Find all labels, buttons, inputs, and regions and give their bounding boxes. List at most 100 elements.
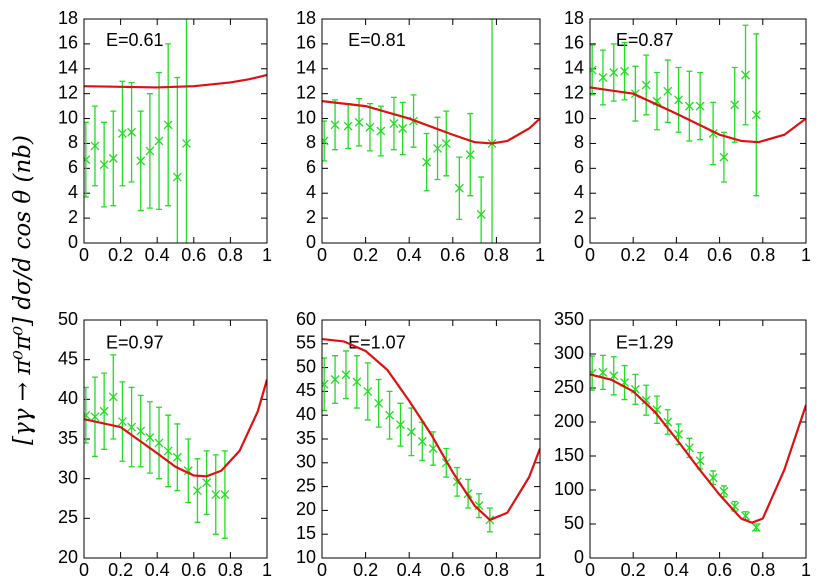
data-point <box>695 101 705 111</box>
data-point <box>741 70 750 80</box>
y-tick-label: 40 <box>58 388 78 408</box>
curve <box>322 100 540 145</box>
data-point <box>202 478 212 488</box>
data-point <box>684 101 694 111</box>
plot-area <box>322 19 540 243</box>
plot-area <box>84 19 267 243</box>
panel: 10 15 20 25 30 35 40 45 50 55 60 0 0.2 0.4 0.6 0.8 1 E=1.… <box>296 309 545 580</box>
data-point <box>117 417 127 427</box>
x-tick-label: 1 <box>262 245 272 265</box>
x-tick-label: 0.4 <box>664 560 689 580</box>
data-point <box>99 406 109 416</box>
data-point <box>343 121 353 131</box>
plot-area <box>590 354 806 532</box>
data-point <box>422 157 432 167</box>
x-tick-label: 0.2 <box>621 245 646 265</box>
y-tick-label: 18 <box>58 8 78 28</box>
x-tick-label: 0.8 <box>484 245 509 265</box>
y-tick-label: 0 <box>68 232 78 252</box>
y-tick-label: 45 <box>296 380 316 400</box>
x-tick-label: 1 <box>262 560 272 580</box>
data-point <box>398 124 408 133</box>
data-point <box>609 68 619 77</box>
x-tick-label: 0.2 <box>353 245 378 265</box>
data-point <box>330 375 340 384</box>
data-point <box>695 456 705 466</box>
data-point <box>376 126 386 136</box>
data-point <box>708 473 718 483</box>
data-point <box>211 490 221 499</box>
data-point <box>220 490 230 499</box>
data-point <box>363 386 373 396</box>
x-tick-label: 0.4 <box>397 245 422 265</box>
plot-frame <box>83 18 268 244</box>
y-tick-label: 6 <box>306 157 316 177</box>
data-point <box>719 486 729 496</box>
data-point <box>322 379 329 389</box>
data-point <box>145 146 155 156</box>
y-tick-label: 10 <box>564 107 584 127</box>
y-tick-label: 45 <box>58 348 78 368</box>
data-point <box>674 95 684 105</box>
x-tick-label: 0.2 <box>621 560 646 580</box>
data-point <box>751 522 761 532</box>
y-tick-label: 250 <box>554 377 584 397</box>
annotation: E=0.61 <box>106 30 164 50</box>
y-tick-label: 20 <box>58 547 78 567</box>
y-tick-label: 100 <box>554 479 584 499</box>
y-tick-label: 2 <box>68 207 78 227</box>
data-point <box>719 152 729 162</box>
x-tick-label: 0.2 <box>108 560 133 580</box>
data-point <box>90 412 100 422</box>
data-point <box>127 422 137 432</box>
data-point <box>385 410 395 420</box>
annotation: E=1.29 <box>616 333 674 353</box>
annotation: E=0.97 <box>106 333 164 353</box>
data-point <box>154 136 164 146</box>
x-tick-label: 0.8 <box>750 560 775 580</box>
y-tick-label: 12 <box>564 82 584 102</box>
x-tick-label: 0.8 <box>484 560 509 580</box>
data-point <box>330 120 340 130</box>
y-tick-label: 15 <box>296 523 316 543</box>
data-point <box>751 110 761 120</box>
y-tick-label: 20 <box>296 499 316 519</box>
plot-area <box>590 24 806 197</box>
y-tick-label: 30 <box>296 452 316 472</box>
data-point <box>136 156 146 166</box>
data-point <box>108 153 118 163</box>
x-tick-label: 0.2 <box>108 245 133 265</box>
data-point <box>172 172 182 182</box>
data-point <box>441 138 451 148</box>
data-point <box>428 444 438 453</box>
plot-frame <box>589 319 807 559</box>
data-point <box>163 120 173 130</box>
x-tick-label: 0.6 <box>181 560 206 580</box>
data-point <box>465 150 475 160</box>
data-point <box>145 432 155 442</box>
y-tick-label: 16 <box>296 33 316 53</box>
x-tick-label: 0 <box>585 245 595 265</box>
data-point <box>341 370 351 380</box>
plot-area <box>84 354 267 539</box>
data-point <box>127 127 137 137</box>
y-tick-label: 300 <box>554 343 584 363</box>
y-tick-label: 40 <box>296 404 316 424</box>
y-tick-label: 8 <box>68 132 78 152</box>
x-tick-label: 0.6 <box>440 245 465 265</box>
y-tick-label: 18 <box>296 8 316 28</box>
data-point <box>84 410 91 420</box>
y-tick-label: 12 <box>58 82 78 102</box>
panel: 0 50 100 150 200 250 300 350 0 0.2 0.4 0.6 0.8 1 E=1.2… <box>554 309 811 580</box>
data-point <box>154 438 164 448</box>
y-tick-label: 35 <box>58 428 78 448</box>
y-tick-label: 0 <box>574 232 584 252</box>
y-tick-label: 6 <box>574 157 584 177</box>
data-point <box>354 117 364 127</box>
x-tick-label: 0.6 <box>440 560 465 580</box>
x-tick-label: 0.8 <box>750 245 775 265</box>
y-tick-label: 10 <box>296 107 316 127</box>
